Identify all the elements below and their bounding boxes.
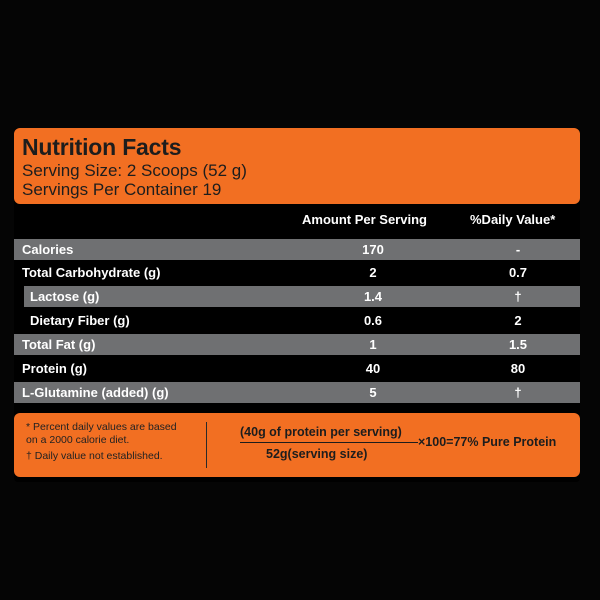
row-daily-value: 0.7 [508,265,528,280]
table-row-total-carbohydrate: Total Carbohydrate (g) 2 0.7 [14,262,580,283]
row-label: Total Carbohydrate (g) [22,265,161,280]
row-amount: 170 [362,242,384,257]
footnote-not-established: † Daily value not established. [26,450,163,462]
row-daily-value: 1.5 [508,337,528,352]
nutrition-footer: * Percent daily values are based on a 20… [14,413,580,477]
row-label: Calories [22,242,74,257]
footnote-percent-daily: * Percent daily values are based [26,421,177,433]
row-daily-value: - [515,242,521,257]
nutrition-header: Nutrition Facts Serving Size: 2 Scoops (… [14,128,580,204]
formula-result: ×100=77% Pure Protein [418,435,557,449]
row-label: L-Glutamine (added) (g) [22,385,169,400]
formula-numerator: (40g of protein per serving) [240,425,402,439]
amount-column-header: Amount Per Serving [302,212,427,227]
row-label: Lactose (g) [30,289,100,304]
row-label: Protein (g) [22,361,87,376]
row-amount: 40 [365,361,381,376]
row-amount: 1 [369,337,377,352]
table-row-dietary-fiber: Dietary Fiber (g) 0.6 2 [14,310,580,331]
footer-divider [206,422,207,468]
row-amount: 2 [369,265,377,280]
formula-denominator: 52g(serving size) [266,447,368,461]
row-daily-value: 2 [514,313,522,328]
row-daily-value: 80 [510,361,526,376]
servings-per-container: Servings Per Container 19 [22,180,222,199]
table-row-calories: Calories 170 - [14,239,580,260]
nutrition-facts-panel: Nutrition Facts Serving Size: 2 Scoops (… [14,128,580,482]
row-daily-value: † [514,385,522,400]
nutrition-title: Nutrition Facts [22,134,182,160]
formula-fraction-bar [240,442,418,443]
daily-value-column-header: %Daily Value* [470,212,556,227]
row-amount: 1.4 [363,289,383,304]
table-row-protein: Protein (g) 40 80 [14,358,580,379]
row-label: Total Fat (g) [22,337,96,352]
row-amount: 5 [369,385,377,400]
row-daily-value: † [514,289,522,304]
table-row-total-fat: Total Fat (g) 1 1.5 [14,334,580,355]
serving-size: Serving Size: 2 Scoops (52 g) [22,161,247,180]
table-row-l-glutamine: L-Glutamine (added) (g) 5 † [14,382,580,403]
table-row-lactose: Lactose (g) 1.4 † [24,286,580,307]
row-label: Dietary Fiber (g) [30,313,130,328]
row-amount: 0.6 [363,313,383,328]
footnote-calorie-diet: on a 2000 calorie diet. [26,434,130,446]
